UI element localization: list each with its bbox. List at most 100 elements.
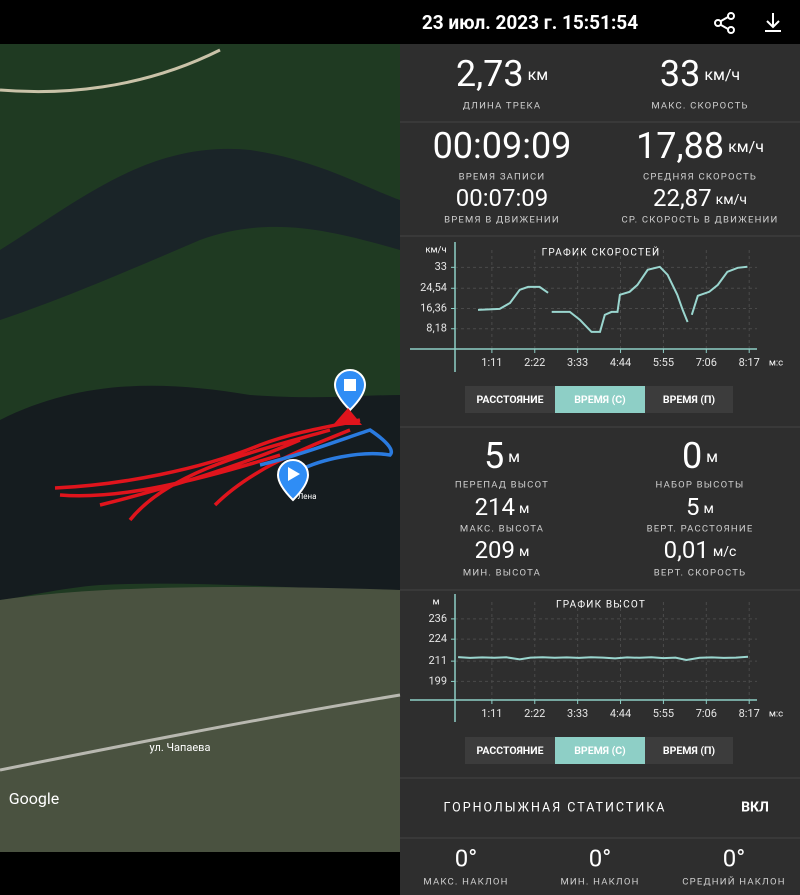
x-tick-label: 5:55 <box>653 707 674 720</box>
x-unit: м:с <box>769 358 783 369</box>
map[interactable] <box>0 44 401 852</box>
y-unit: км/ч <box>425 245 446 256</box>
toggle-label: РАССТОЯНИЕ <box>477 744 544 757</box>
unit: км/ч <box>728 137 764 156</box>
stat-label: МИН. НАКЛОН <box>560 877 639 888</box>
x-tick-label: 2:22 <box>524 356 545 369</box>
stat-value: 209 м <box>475 536 530 564</box>
stop-icon <box>344 379 356 391</box>
track-blue <box>259 428 393 472</box>
stat-label: ВРЕМЯ В ДВИЖЕНИИ <box>444 215 560 226</box>
value: 2,73 <box>456 53 524 95</box>
stat-label: СРЕДНЯЯ СКОРОСТЬ <box>643 172 757 183</box>
toggle-option[interactable] <box>465 386 555 413</box>
chart-title: ГРАФИК СКОРОСТЕЙ <box>542 246 661 259</box>
unit: км/ч <box>704 65 740 84</box>
chart-title: ГРАФИК ВЫСОТ <box>556 598 646 611</box>
stat-value: 33 км/ч <box>660 53 740 95</box>
unit: км <box>528 65 549 84</box>
x-tick-label: 7:06 <box>696 356 717 369</box>
play-icon <box>288 467 300 481</box>
x-unit: м:с <box>769 709 783 720</box>
stat-label: МАКС. ВЫСОТА <box>460 524 544 535</box>
x-tick-label: 2:22 <box>524 707 545 720</box>
toggle-label: ВРЕМЯ (С) <box>574 393 626 406</box>
unit: м/с <box>713 544 737 560</box>
stat-value: 0° <box>589 844 611 872</box>
stat-label: СР. СКОРОСТЬ В ДВИЖЕНИИ <box>622 215 779 226</box>
river-branch <box>0 148 400 320</box>
x-tick-label: 4:44 <box>610 707 631 720</box>
start-pin[interactable] <box>276 459 310 502</box>
y-tick-label: 24,54 <box>420 281 447 294</box>
toggle-option[interactable] <box>555 386 645 413</box>
toggle-option[interactable] <box>555 737 645 764</box>
y-tick-label: 236 <box>428 612 447 625</box>
value: 00:07:09 <box>456 184 549 212</box>
y-tick-label: 8,18 <box>426 322 447 335</box>
road <box>0 48 221 94</box>
stat-label: ДЛИНА ТРЕКА <box>463 101 542 112</box>
toggle-label: ВРЕМЯ (П) <box>663 744 716 757</box>
stat-value: 17,88 км/ч <box>636 125 764 167</box>
value: 5 <box>686 493 700 521</box>
stat-value: 0° <box>455 844 477 872</box>
value: 5 <box>484 435 504 477</box>
dividers <box>400 121 800 839</box>
data-line <box>458 655 749 662</box>
value: 00:09:09 <box>433 125 572 167</box>
y-tick-label: 211 <box>428 654 447 667</box>
stat-value: 214 м <box>475 493 530 521</box>
ski-toggle[interactable]: ВКЛ <box>741 800 769 816</box>
value: 33 <box>660 53 700 95</box>
stat-value: 0,01 м/с <box>664 536 737 564</box>
value: 214 <box>475 493 515 521</box>
stat-value: 2,73 км <box>456 53 548 95</box>
download-icon[interactable] <box>765 13 781 32</box>
heading-arrow <box>333 408 362 425</box>
top-bar <box>0 0 800 44</box>
y-tick-label: 199 <box>428 674 447 687</box>
stat-label: НАБОР ВЫСОТЫ <box>656 480 745 491</box>
unit: км/ч <box>716 192 747 208</box>
stat-value: 00:09:09 <box>433 125 572 167</box>
stat-value: 0° <box>723 844 745 872</box>
x-tick-label: 3:33 <box>567 707 588 720</box>
ski-title: ГОРНОЛЫЖНАЯ СТАТИСТИКА <box>444 800 667 815</box>
x-tick-label: 8:17 <box>739 356 760 369</box>
x-tick-label: 7:06 <box>696 707 717 720</box>
stat-label: ВРЕМЯ ЗАПИСИ <box>459 172 546 183</box>
x-tick-label: 4:44 <box>610 356 631 369</box>
share-icon[interactable] <box>714 12 735 34</box>
title: 23 июл. 2023 г. 15:51:54 <box>422 11 638 34</box>
town <box>0 587 400 852</box>
stat-value: 22,87 км/ч <box>653 184 747 212</box>
toggle-label: РАССТОЯНИЕ <box>477 393 544 406</box>
stat-label: МАКС. СКОРОСТЬ <box>651 101 748 112</box>
stat-value: 00:07:09 <box>456 184 549 212</box>
value: 0 <box>682 435 702 477</box>
value: 209 <box>475 536 515 564</box>
x-tick-label: 8:17 <box>739 707 760 720</box>
y-tick-label: 16,36 <box>420 301 447 314</box>
value: 17,88 <box>636 125 724 167</box>
toggle-option[interactable] <box>645 386 733 413</box>
x-tick-label: 5:55 <box>653 356 674 369</box>
toggle-option[interactable] <box>645 737 733 764</box>
toggle-label: ВРЕМЯ (С) <box>574 744 626 757</box>
google-logo: Google <box>9 789 60 808</box>
toggle-option[interactable] <box>465 737 555 764</box>
stat-label: ВЕРТ. СКОРОСТЬ <box>654 568 747 579</box>
stat-label: СРЕДНИЙ НАКЛОН <box>682 876 785 888</box>
x-tick-label: 3:33 <box>567 356 588 369</box>
stat-label: МАКС. НАКЛОН <box>423 877 508 888</box>
track-red <box>54 418 361 522</box>
street-label: ул. Чапаева <box>150 741 211 754</box>
x-tick-label: 1:11 <box>481 707 502 720</box>
data-line <box>477 265 748 333</box>
